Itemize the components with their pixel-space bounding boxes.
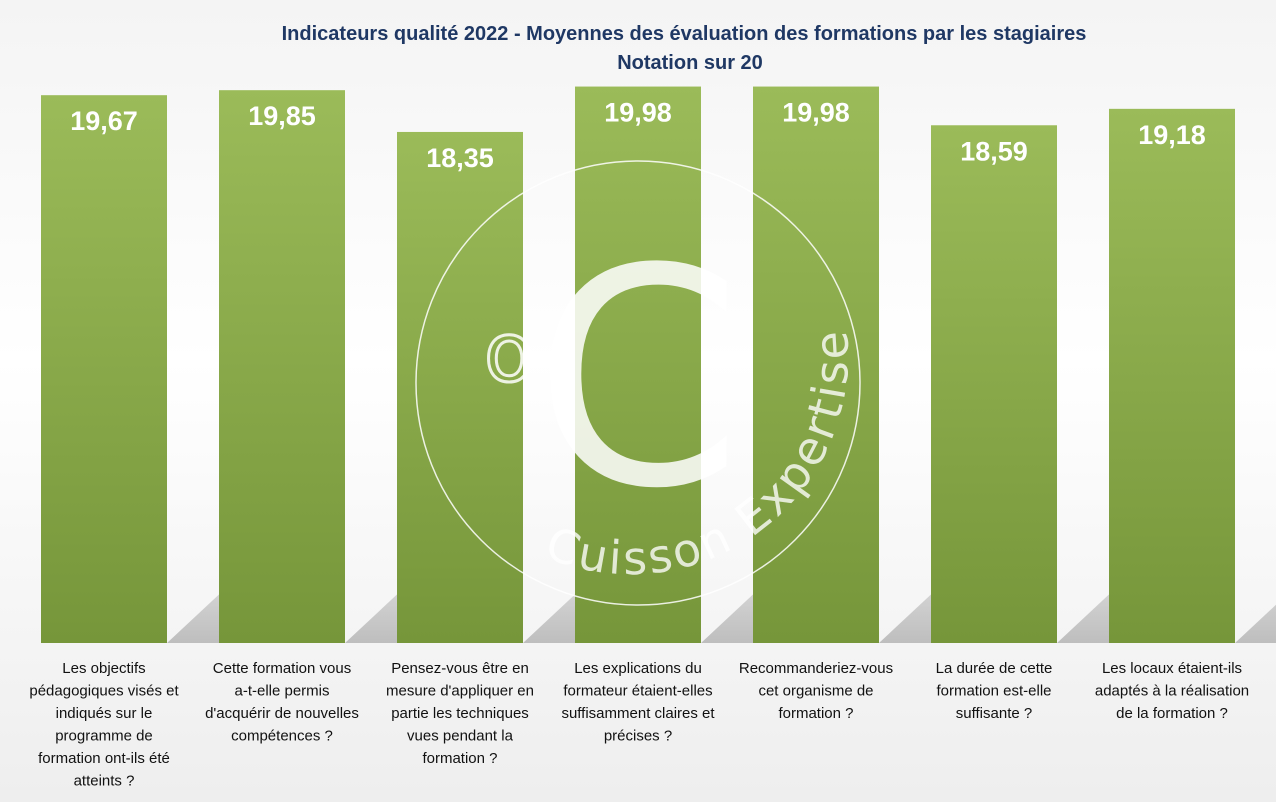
category-label-line: de la formation ? — [1116, 705, 1228, 722]
bar — [753, 86, 879, 643]
bar — [219, 90, 345, 644]
category-label-line: formation ont-ils été — [38, 750, 170, 767]
category-label: Les objectifs pédagogiques visés et indiqu… — [29, 660, 179, 790]
category-label-line: formation ? — [778, 705, 853, 722]
category-label-line: suffisamment claires et — [561, 705, 715, 722]
category-label: Les explications du formateur étaient-ell… — [561, 660, 715, 745]
category-label-line: Pensez-vous être en — [391, 660, 529, 677]
chart-subtitle: Notation sur 20 — [617, 52, 763, 74]
data-label: 19,18 — [1138, 120, 1206, 150]
watermark-logo: Cuisson Expertise o C — [415, 160, 861, 606]
chart-title: Indicateurs qualité 2022 - Moyennes des … — [282, 23, 1087, 45]
category-label-line: La durée de cette — [936, 660, 1053, 677]
category-label-line: Recommanderiez-vous — [739, 660, 893, 677]
bar — [575, 86, 701, 643]
value-labels-group: 19,67 19,85 18,35 19,98 19,98 18,59 19,18 — [70, 98, 1206, 173]
category-label-line: Les objectifs — [62, 660, 145, 677]
category-label-line: suffisante ? — [956, 705, 1032, 722]
category-label: La durée de cette formation est-elle suffi… — [936, 660, 1053, 722]
category-label-line: Les locaux étaient-ils — [1102, 660, 1242, 677]
category-label-line: cet organisme de — [758, 683, 873, 700]
bar-shadow — [1235, 604, 1276, 643]
category-label-line: Les explications du — [574, 660, 702, 677]
data-label: 18,59 — [960, 136, 1028, 166]
category-label: Cette formation vous a-t-elle permis d'acq… — [205, 660, 359, 745]
data-label: 18,35 — [426, 143, 494, 173]
category-label-line: adaptés à la réalisation — [1095, 683, 1249, 700]
category-label-line: formation est-elle — [936, 683, 1051, 700]
category-label: Les locaux étaient-ils adaptés à la réali… — [1095, 660, 1249, 722]
category-label-line: programme de — [55, 728, 153, 745]
bar — [41, 95, 167, 644]
bar — [1109, 108, 1235, 644]
category-label-line: vues pendant la — [407, 728, 514, 745]
category-label-line: a-t-elle permis — [234, 683, 329, 700]
category-label-line: pédagogiques visés et — [29, 683, 179, 700]
category-label-line: compétences ? — [231, 728, 333, 745]
category-label-line: indiqués sur le — [56, 705, 153, 722]
category-label-line: formateur étaient-elles — [563, 683, 712, 700]
watermark-letter: C — [533, 205, 742, 554]
category-label-line: d'acquérir de nouvelles — [205, 705, 359, 722]
category-label-line: mesure d'appliquer en — [386, 683, 534, 700]
category-label: Recommanderiez-vous cet organisme de forma… — [739, 660, 893, 722]
category-label-line: précises ? — [604, 728, 672, 745]
category-label-line: partie les techniques — [391, 705, 529, 722]
category-labels-group: Les objectifs pédagogiques visés et indiqu… — [29, 660, 1249, 790]
category-label-line: Cette formation vous — [213, 660, 351, 677]
data-label: 19,98 — [782, 98, 850, 128]
bar — [931, 125, 1057, 644]
category-label-line: formation ? — [422, 750, 497, 767]
category-label-line: atteints ? — [74, 773, 135, 790]
data-label: 19,98 — [604, 98, 672, 128]
data-label: 19,67 — [70, 106, 138, 136]
category-label: Pensez-vous être en mesure d'appliquer en… — [386, 660, 534, 767]
watermark-ring — [415, 160, 861, 606]
watermark-degree-mark: o — [484, 306, 534, 401]
data-label: 19,85 — [248, 101, 316, 131]
